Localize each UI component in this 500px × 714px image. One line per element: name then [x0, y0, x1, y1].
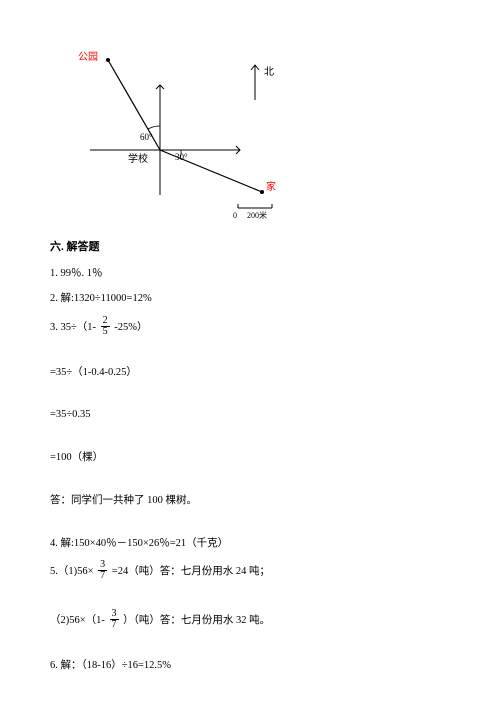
frac-den: 7: [110, 620, 119, 630]
answer-line-3: 3. 35÷（1- 2 5 -25%）: [50, 317, 450, 338]
answer-line-10: （2)56×（1- 3 7 ）（吨）答：七月份用水 32 吨。: [50, 610, 450, 631]
l10-part-a: （2)56×（1-: [50, 615, 105, 626]
frac-den: 5: [101, 327, 110, 337]
l3-part-a: 3. 35÷（1-: [50, 322, 96, 333]
answer-line-8: 4. 解:150×40％－150×26％=21（千克）: [50, 537, 450, 552]
school-label: 学校: [128, 152, 148, 165]
frac-den: 7: [98, 571, 107, 581]
l9-part-a: 5.（1)56×: [50, 566, 94, 577]
scale-zero: 0: [233, 211, 237, 220]
answer-line-11: 6. 解：（18-16）÷16=12.5%: [50, 659, 450, 674]
l3-part-b: -25%）: [114, 322, 147, 333]
answer-line-4: =35÷（1-0.4-0.25）: [50, 366, 450, 381]
l10-part-b: ）（吨）答：七月份用水 32 吨。: [123, 615, 270, 626]
fraction-3-7-a: 3 7: [98, 560, 107, 581]
home-label: 家: [266, 180, 276, 193]
park-label: 公园: [78, 51, 98, 63]
fraction-3-7-b: 3 7: [110, 609, 119, 630]
north-label: 北: [264, 66, 274, 78]
l9-part-b: =24（吨）答：七月份用水 24 吨；: [112, 566, 270, 577]
answer-line-1: 1. 99％. 1％: [50, 267, 450, 282]
angle-60: 60°: [140, 132, 153, 142]
fraction-2-5: 2 5: [101, 316, 110, 337]
diagram-svg: 60° 30° 学校 公园 家 北 0 200米: [50, 30, 310, 220]
answer-line-6: =100（棵）: [50, 451, 450, 466]
scale-val: 200米: [247, 210, 267, 220]
answer-line-9: 5.（1)56× 3 7 =24（吨）答：七月份用水 24 吨；: [50, 561, 450, 582]
answer-line-7: 答：同学们一共种了 100 棵树。: [50, 494, 450, 509]
geometry-diagram: 60° 30° 学校 公园 家 北 0 200米: [50, 30, 310, 220]
answer-line-5: =35÷0.35: [50, 408, 450, 423]
answer-line-2: 2. 解:1320÷11000=12%: [50, 292, 450, 307]
section-title: 六. 解答题: [50, 240, 450, 255]
angle-30: 30°: [175, 152, 188, 162]
